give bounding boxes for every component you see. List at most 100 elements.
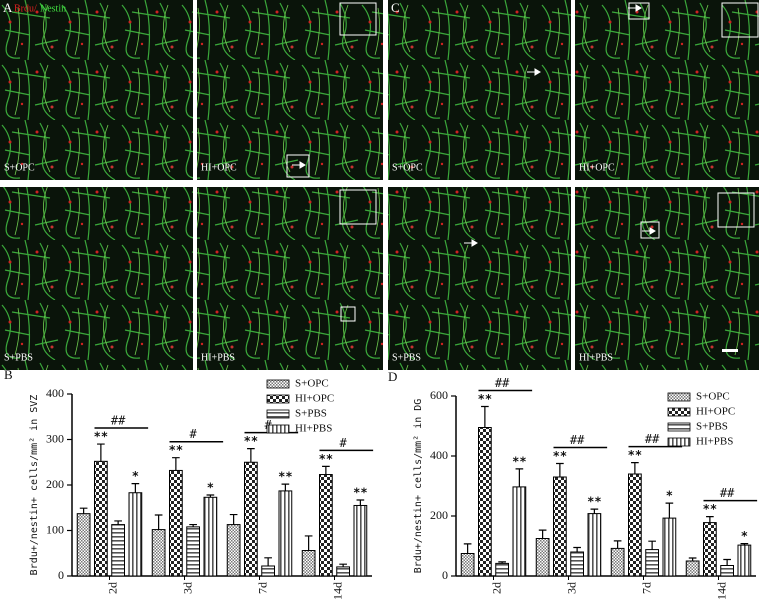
legend-label: S+PBS — [696, 421, 728, 433]
bar — [495, 562, 509, 577]
legend-label: HI+PBS — [696, 436, 733, 448]
inset-box — [340, 306, 356, 322]
significance-label: ** — [319, 452, 333, 466]
error-bar — [688, 557, 697, 561]
bar — [737, 544, 752, 577]
panel-letter: B — [4, 367, 13, 382]
micrograph — [0, 0, 193, 180]
error-bar — [172, 457, 180, 471]
legend-label: HI+OPC — [696, 406, 735, 418]
y-tick-label: 0 — [442, 568, 448, 582]
inset-box — [628, 2, 650, 20]
bar — [111, 524, 125, 577]
inset-box — [640, 221, 660, 239]
legend-label: S+OPC — [696, 391, 730, 403]
error-bar — [740, 543, 749, 546]
bar — [278, 490, 293, 577]
legend-swatch — [667, 407, 691, 417]
bar — [226, 524, 241, 577]
error-bar — [114, 520, 122, 525]
legend-label: S+PBS — [295, 408, 327, 420]
error-bar — [613, 540, 622, 549]
bar — [512, 486, 527, 577]
y-axis-label: Brdu+/nestin+ cells/mm² in SVZ — [29, 395, 40, 576]
error-bar — [304, 535, 313, 551]
bar — [535, 538, 550, 577]
bar — [128, 492, 143, 577]
error-bar — [189, 523, 197, 527]
error-bar — [264, 557, 272, 566]
error-bar — [648, 540, 656, 550]
legend-swatch — [667, 437, 691, 447]
bar — [460, 553, 475, 577]
legend-label: HI+PBS — [295, 423, 332, 435]
image-label: HI+PBS — [579, 352, 613, 363]
bar — [553, 476, 567, 577]
significance-label: * — [741, 529, 748, 543]
micrograph — [575, 0, 759, 180]
y-tick-label: 400 — [46, 386, 64, 400]
legend-swatch — [266, 394, 290, 404]
x-tick-label: 2d — [489, 582, 503, 594]
error-bar — [723, 558, 731, 566]
image-label: HI+OPC — [201, 162, 237, 173]
bar — [244, 461, 258, 577]
group-significance-label: ## — [720, 486, 735, 500]
image-label: HI+PBS — [201, 352, 235, 363]
micrograph — [388, 187, 571, 370]
error-bar — [631, 462, 639, 474]
error-bar — [481, 405, 489, 428]
bar — [570, 551, 584, 577]
significance-label: * — [666, 489, 673, 503]
micrograph — [197, 187, 383, 370]
significance-label: ** — [587, 495, 601, 509]
error-bar — [538, 529, 547, 539]
significance-label: ** — [628, 448, 642, 462]
scale-bar — [722, 349, 738, 352]
error-bar — [131, 483, 140, 493]
bar — [76, 513, 91, 577]
error-bar — [79, 507, 88, 514]
bar — [336, 566, 350, 577]
bar — [94, 460, 108, 577]
group-significance-label: ## — [645, 432, 660, 446]
arrow — [464, 239, 478, 247]
group-significance-label: # — [190, 427, 198, 441]
error-bar — [590, 508, 599, 514]
error-bar — [573, 546, 581, 552]
arrow — [628, 4, 642, 12]
error-bar — [665, 502, 674, 519]
error-bar — [706, 516, 714, 523]
legend-label: S+OPC — [295, 378, 329, 390]
arrow — [642, 227, 656, 235]
bar — [203, 496, 218, 577]
panel-letter: A — [3, 0, 13, 15]
micrograph — [575, 187, 759, 370]
significance-label: ** — [553, 449, 567, 463]
image-label: S+OPC — [392, 162, 423, 173]
significance-label: * — [207, 481, 214, 495]
y-tick-label: 300 — [46, 431, 64, 445]
bar — [353, 504, 368, 577]
bar — [319, 474, 333, 577]
inset-box — [717, 192, 755, 228]
legend-swatch — [667, 392, 691, 402]
error-bar — [339, 563, 347, 567]
error-bar — [356, 499, 365, 506]
bar — [720, 565, 734, 577]
panel-letter: C — [391, 0, 400, 15]
x-tick-label: 3d — [180, 582, 194, 594]
legend-label: HI+OPC — [295, 393, 334, 405]
legend-swatch — [266, 424, 290, 434]
bar — [301, 550, 316, 577]
error-bar — [154, 514, 163, 530]
bar — [610, 547, 625, 577]
bar — [628, 473, 642, 577]
legend-swatch — [266, 379, 290, 389]
x-tick-label: 14d — [330, 582, 344, 600]
error-bar — [463, 543, 472, 554]
error-bar — [97, 443, 105, 462]
significance-label: ** — [278, 470, 292, 484]
micrograph — [197, 0, 383, 180]
